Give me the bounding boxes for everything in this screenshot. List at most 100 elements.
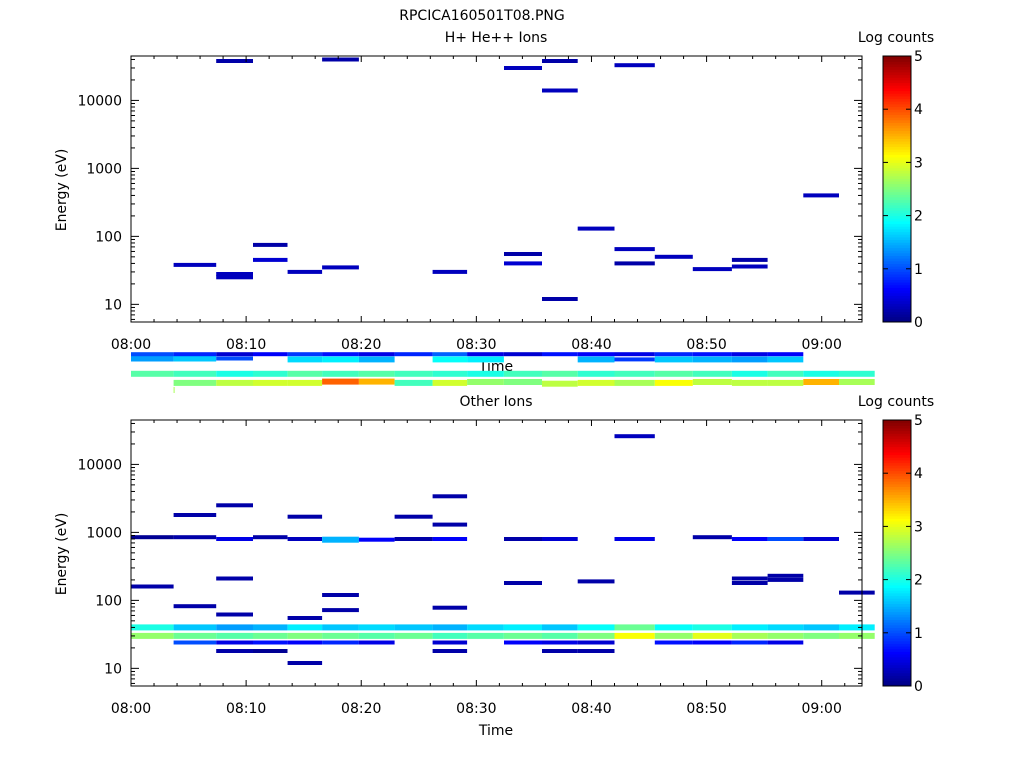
- heatmap-cell: [542, 88, 578, 93]
- heatmap-cell: [542, 632, 578, 639]
- colorbar-segment: [883, 303, 911, 307]
- colorbar-segment: [883, 542, 911, 546]
- colorbar-segment: [883, 449, 911, 453]
- colorbar-segment: [883, 260, 911, 264]
- colorbar-segment: [883, 507, 911, 511]
- colorbar-segment: [883, 247, 911, 251]
- colorbar-segment: [883, 614, 911, 618]
- colorbar-tick-label: 4: [914, 466, 923, 482]
- heatmap-cell: [467, 370, 504, 377]
- heatmap-cell: [322, 57, 359, 62]
- colorbar-segment: [883, 646, 911, 650]
- colorbar-segment: [883, 638, 911, 642]
- colorbar-segment: [883, 454, 911, 458]
- colorbar-segment: [883, 210, 911, 214]
- colorbar-segment: [883, 175, 911, 179]
- heatmap-cell: [692, 379, 732, 385]
- colorbar-segment: [883, 579, 911, 583]
- heatmap-cell: [287, 632, 323, 639]
- colorbar-segment: [883, 470, 911, 474]
- heatmap-cell: [216, 576, 253, 581]
- heatmap-cell: [358, 632, 395, 639]
- colorbar-segment: [883, 611, 911, 615]
- colorbar-segment: [883, 494, 911, 498]
- colorbar-segment: [883, 186, 911, 190]
- colorbar-segment: [883, 489, 911, 493]
- panel-bottom-xlabel: Time: [478, 723, 513, 739]
- y-tick-label: 10000: [77, 93, 122, 109]
- heatmap-cell: [253, 370, 288, 377]
- colorbar-segment: [883, 513, 911, 517]
- heatmap-cell: [692, 632, 732, 639]
- colorbar-tick-label: 1: [914, 262, 923, 278]
- heatmap-cell: [253, 379, 288, 386]
- heatmap-cell: [322, 632, 359, 639]
- heatmap-cell: [322, 352, 359, 357]
- colorbar-tick-label: 3: [914, 155, 923, 171]
- colorbar-segment: [883, 119, 911, 123]
- colorbar-segment: [883, 74, 911, 78]
- x-tick-label: 08:10: [226, 337, 266, 353]
- heatmap-cell: [577, 356, 615, 363]
- colorbar-segment: [883, 167, 911, 171]
- heatmap-cell: [692, 640, 732, 645]
- colorbar-tick-label: 0: [914, 315, 923, 331]
- colorbar-segment: [883, 491, 911, 495]
- colorbar-segment: [883, 521, 911, 525]
- heatmap-cell: [173, 632, 217, 639]
- heatmap-cell: [432, 494, 468, 499]
- colorbar-segment: [883, 635, 911, 639]
- colorbar-segment: [883, 571, 911, 575]
- heatmap-cell: [731, 257, 768, 262]
- colorbar: 0 1 2 3 4 5: [882, 413, 923, 695]
- colorbar-segment: [883, 659, 911, 663]
- heatmap-cell: [322, 265, 359, 270]
- colorbar-segment: [883, 319, 911, 323]
- heatmap-cell: [542, 537, 578, 541]
- colorbar-segment: [883, 138, 911, 142]
- colorbar-segment: [883, 640, 911, 644]
- heatmap-cell: [287, 269, 323, 274]
- heatmap-cell: [287, 624, 323, 631]
- colorbar-segment: [883, 58, 911, 62]
- heatmap-cell: [173, 379, 217, 386]
- colorbar-segment: [883, 427, 911, 432]
- colorbar-segment: [883, 422, 911, 426]
- colorbar-segment: [883, 85, 911, 89]
- colorbar-segment: [883, 300, 911, 304]
- colorbar-segment: [883, 250, 911, 254]
- x-tick-label: 08:50: [686, 337, 726, 353]
- heatmap-cell: [173, 352, 217, 357]
- colorbar-segment: [883, 218, 911, 222]
- heatmap-cell: [654, 640, 693, 645]
- colorbar-segment: [883, 537, 911, 541]
- x-tick-label: 08:00: [111, 701, 151, 717]
- colorbar-segment: [883, 502, 911, 506]
- y-tick-label: 10: [104, 297, 122, 313]
- heatmap-cell: [614, 379, 655, 386]
- colorbar-segment: [883, 111, 911, 116]
- heatmap-cell: [542, 380, 578, 387]
- heatmap-cell: [577, 632, 615, 639]
- heatmap-cell: [216, 379, 253, 386]
- heatmap-cell: [287, 537, 323, 541]
- heatmap-cell: [577, 624, 615, 631]
- heatmap-cell: [731, 537, 768, 541]
- heatmap-cell: [322, 593, 359, 597]
- y-tick-label: 10000: [77, 457, 122, 473]
- y-tick-label: 10: [104, 661, 122, 677]
- heatmap-cell: [504, 379, 542, 385]
- x-tick-label: 08:30: [456, 701, 496, 717]
- colorbar-segment: [883, 143, 911, 147]
- heatmap-cell: [173, 640, 217, 645]
- colorbar-segment: [883, 298, 911, 302]
- heatmap-cell: [216, 640, 253, 645]
- heatmap-cell: [432, 352, 468, 357]
- colorbar-segment: [883, 606, 911, 610]
- colorbar-segment: [883, 584, 911, 589]
- colorbar-segment: [883, 624, 911, 628]
- heatmap-cell: [173, 355, 217, 362]
- heatmap-cell: [614, 370, 655, 377]
- heatmap-cell: [216, 356, 253, 361]
- colorbar-segment: [883, 568, 911, 573]
